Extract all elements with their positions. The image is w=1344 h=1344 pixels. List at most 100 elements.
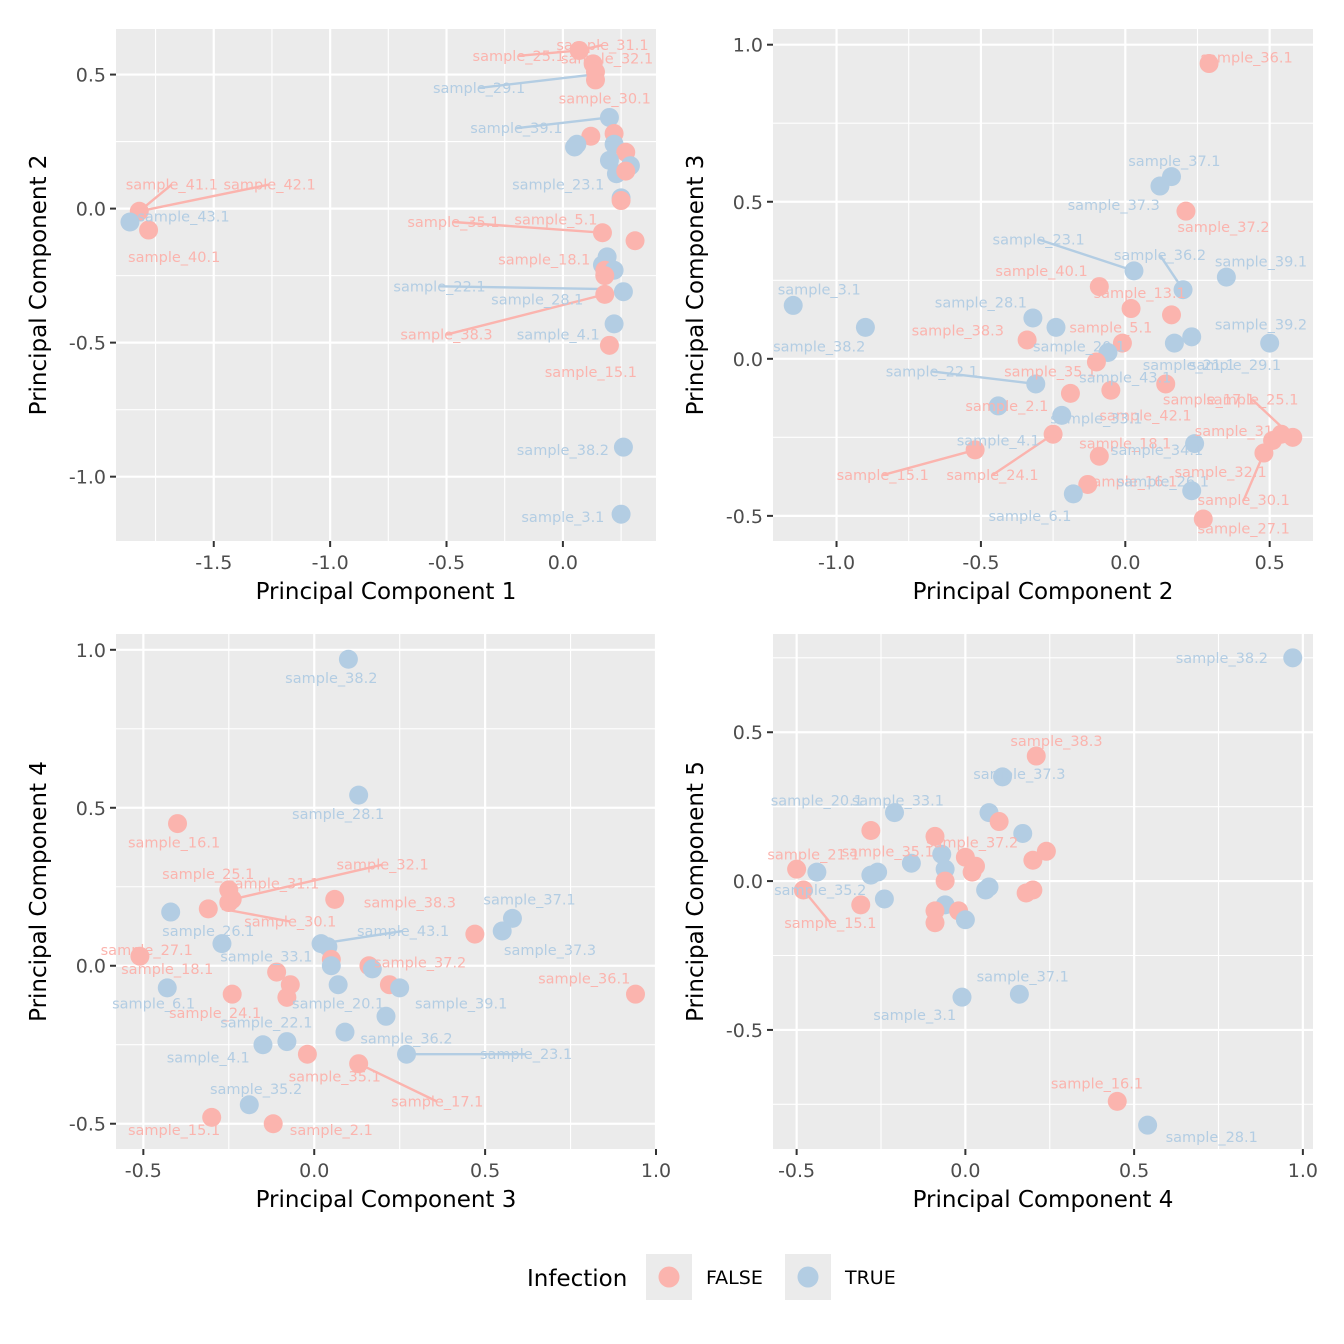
data-point-true — [783, 295, 803, 315]
point-label: sample_39.1 — [1215, 254, 1307, 270]
point-label: sample_27.1 — [1198, 521, 1290, 537]
point-label: sample_31.1 — [556, 38, 648, 54]
x-tick-label: -0.5 — [778, 1160, 815, 1182]
data-point-true — [885, 803, 904, 823]
x-tick-label: -0.5 — [428, 552, 465, 574]
plot-background — [773, 634, 1313, 1149]
point-label: sample_4.1 — [517, 328, 600, 344]
data-point-false — [168, 814, 188, 834]
data-point-false — [267, 962, 287, 982]
data-point-false — [581, 126, 601, 146]
point-label: sample_43.1 — [137, 210, 229, 226]
label-leader-line — [518, 49, 580, 58]
data-point-true — [253, 1035, 273, 1055]
point-label: sample_18.1 — [121, 962, 213, 978]
point-label: sample_4.1 — [167, 1050, 250, 1066]
point-label: sample_35.1 — [842, 844, 934, 860]
point-label: sample_33.1 — [852, 794, 944, 810]
data-point-true — [1023, 308, 1043, 328]
point-label: sample_20.1 — [1033, 339, 1125, 355]
data-point-true — [1013, 823, 1033, 843]
point-label: sample_15.1 — [128, 1123, 220, 1139]
point-label: sample_26.1 — [1117, 474, 1209, 490]
point-label: sample_6.1 — [112, 997, 195, 1013]
point-label: sample_24.1 — [946, 468, 1038, 484]
point-label: sample_38.3 — [364, 896, 456, 912]
data-point-false — [569, 40, 589, 60]
data-point-false — [793, 880, 813, 900]
data-point-true — [161, 902, 181, 922]
point-label: sample_40.1 — [995, 264, 1087, 280]
data-point-true — [1185, 434, 1205, 454]
data-point-false — [989, 812, 1009, 832]
point-label: sample_18.1 — [498, 253, 590, 269]
point-label: sample_23.1 — [993, 232, 1085, 248]
data-point-true — [993, 767, 1012, 787]
data-point-false — [1043, 424, 1063, 444]
data-point-false — [297, 1044, 317, 1064]
data-point-true — [492, 921, 512, 941]
data-point-true — [1124, 261, 1144, 281]
point-label: sample_36.1 — [1200, 50, 1292, 66]
data-point-true — [328, 975, 348, 995]
data-point-true — [1046, 317, 1066, 337]
data-point-true — [362, 959, 382, 979]
point-label: sample_28.1 — [935, 295, 1027, 311]
pc2-vs-pc3-panel: -1.0 -0.5 0.0 0.5 -0.5 0.0 0.5 1.0 Principal Com… — [683, 29, 1313, 605]
point-label: sample_38.2 — [1176, 651, 1268, 667]
point-label: sample_43.1 — [1079, 371, 1171, 387]
label-leader-line — [882, 448, 976, 477]
point-label: sample_38.2 — [517, 443, 609, 459]
point-label: sample_27.1 — [101, 943, 193, 959]
data-point-false — [465, 924, 485, 944]
label-leader-line — [358, 1062, 438, 1103]
legend: Infection FALSE TRUE — [527, 1254, 896, 1300]
data-point-true — [1182, 481, 1202, 501]
point-label: sample_18.1 — [1079, 437, 1171, 453]
x-tick-label: -1.5 — [195, 552, 232, 574]
x-tick-label: 0.5 — [470, 1160, 500, 1182]
point-label: sample_22.1 — [886, 364, 978, 380]
point-label: sample_37.3 — [1068, 198, 1160, 214]
data-point-true — [976, 880, 996, 900]
point-label: sample_21.1 — [767, 847, 859, 863]
y-tick-label: -0.5 — [69, 1114, 106, 1136]
point-label: sample_37.3 — [973, 767, 1065, 783]
legend-title: Infection — [527, 1266, 627, 1292]
point-label: sample_37.2 — [374, 956, 466, 972]
legend-key-true-marker — [797, 1266, 819, 1288]
data-point-false — [1101, 380, 1121, 400]
data-point-true — [277, 1032, 297, 1052]
data-point-false — [925, 913, 945, 933]
pc3-vs-pc4-panel: -0.5 0.0 0.5 1.0 -0.5 0.0 0.5 1.0 Principal Comp… — [26, 634, 671, 1213]
pc1-vs-pc2-panel: -1.5 -1.0 -0.5 0.0 -1.0 -0.5 0.0 0.5 Principal C… — [26, 29, 656, 605]
data-point-true — [1026, 374, 1046, 394]
point-label: sample_28.1 — [491, 293, 583, 309]
x-tick-label: -0.5 — [125, 1160, 162, 1182]
data-point-true — [604, 314, 624, 334]
data-point-true — [613, 437, 633, 457]
data-point-false — [935, 871, 955, 891]
x-tick-label: -1.0 — [312, 552, 349, 574]
data-point-true — [1216, 267, 1236, 287]
x-tick-label: 0.0 — [950, 1160, 980, 1182]
point-label: sample_4.1 — [957, 433, 1040, 449]
data-point-false — [1017, 330, 1037, 350]
point-label: sample_33.1 — [220, 949, 312, 965]
plot-background — [116, 634, 656, 1149]
data-point-false — [325, 889, 345, 909]
y-tick-label: -0.5 — [726, 506, 763, 528]
point-label: sample_35.1 — [289, 1069, 381, 1085]
y-tick-label: 0.0 — [733, 871, 763, 893]
point-label: sample_17.1 — [391, 1095, 483, 1111]
point-label: sample_5.1 — [514, 212, 597, 228]
label-leader-line — [516, 116, 610, 130]
point-label: sample_3.1 — [521, 510, 604, 526]
data-point-false — [139, 220, 159, 240]
point-label: sample_40.1 — [128, 250, 220, 266]
pc4-vs-pc5-panel: -0.5 0.0 0.5 1.0 -0.5 0.0 0.5 Principal Compone… — [683, 634, 1318, 1213]
data-point-true — [1063, 484, 1083, 504]
data-point-false — [595, 266, 615, 286]
point-label: sample_28.1 — [1166, 1130, 1258, 1146]
